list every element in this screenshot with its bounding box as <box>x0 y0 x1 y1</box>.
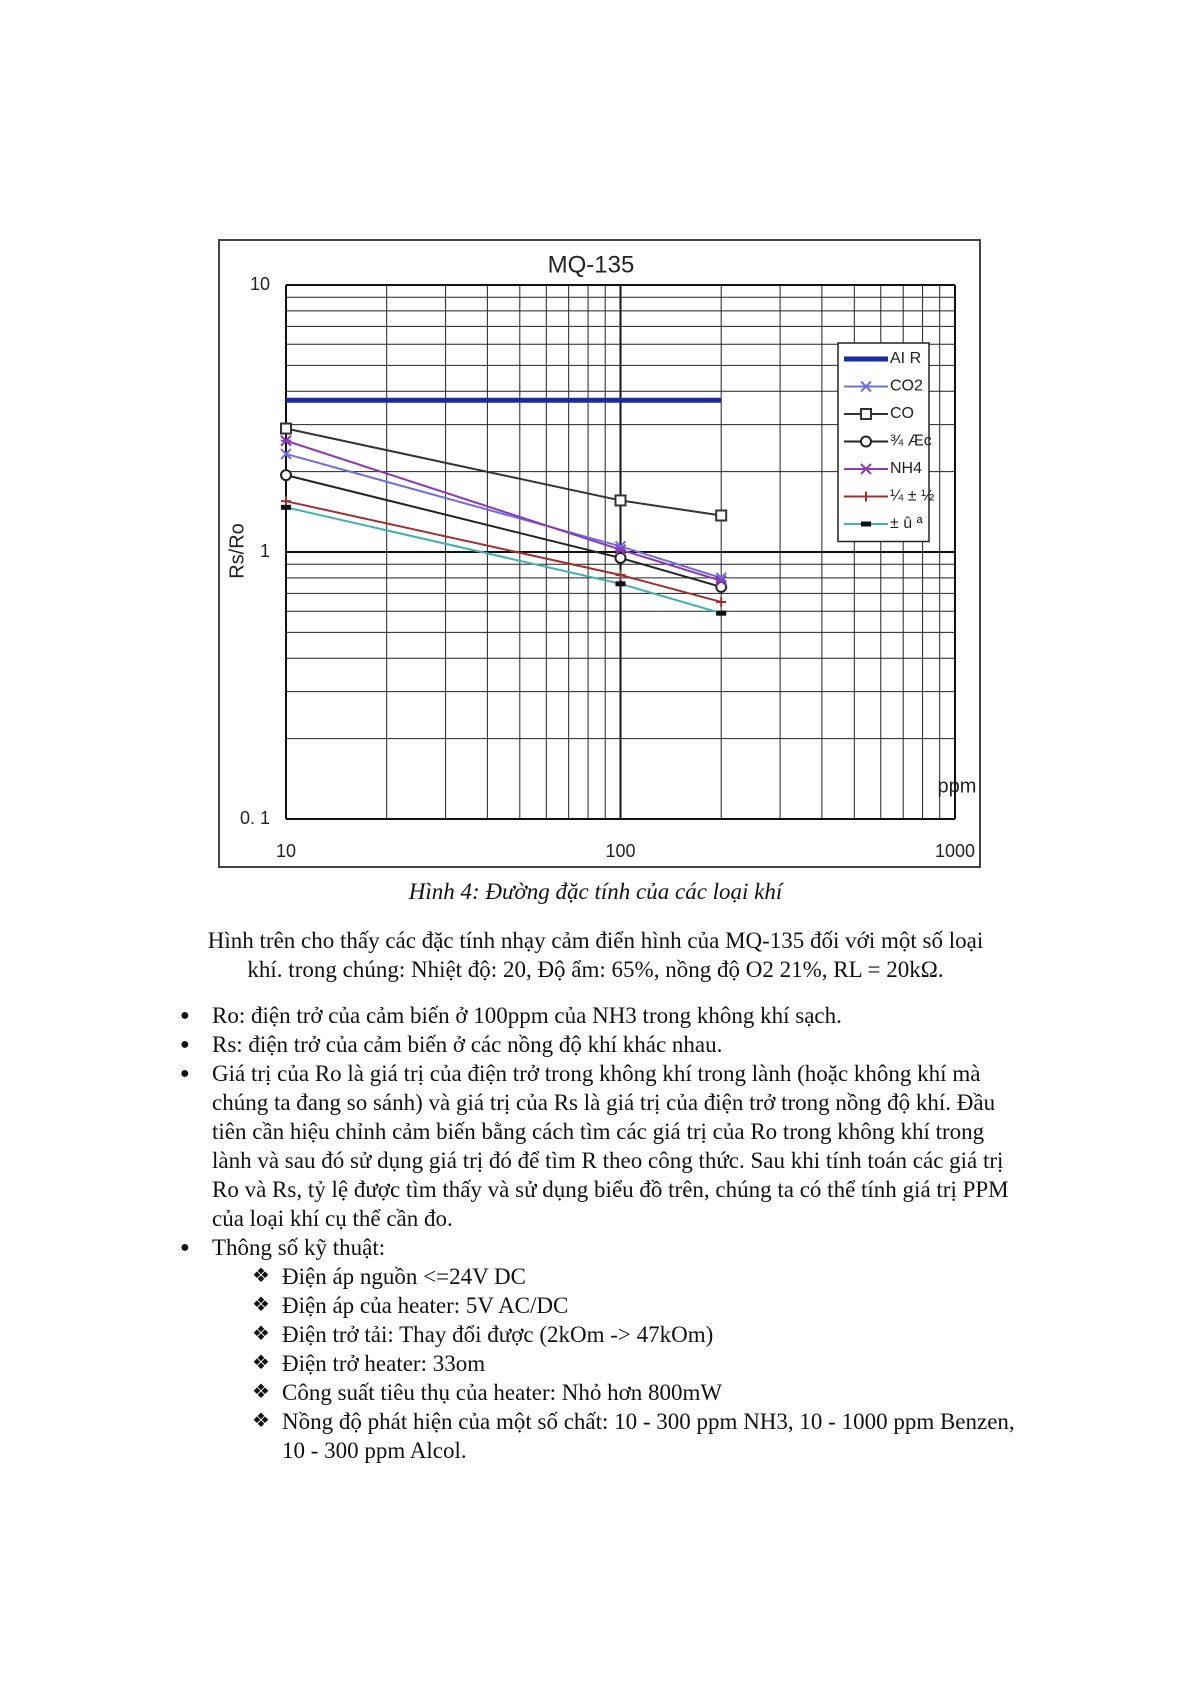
paragraph: Hình trên cho thấy các đặc tính nhạy cảm… <box>100 926 1091 984</box>
spec-list: Điện áp nguồn <=24V DCĐiện áp của heater… <box>180 1262 1025 1465</box>
chart-frame <box>218 239 981 868</box>
bullet: Giá trị của Ro là giá trị của điện trở t… <box>180 1059 1025 1233</box>
point <box>281 504 291 510</box>
legend-label: CO2 <box>890 378 923 395</box>
point <box>615 570 626 581</box>
bullet: Thông số kỹ thuật: <box>180 1233 1025 1262</box>
series-line <box>285 439 722 582</box>
point <box>715 575 727 587</box>
bullet: Rs: điện trở của cảm biến ở các nồng độ … <box>180 1030 1025 1059</box>
legend-label: NH4 <box>890 460 922 477</box>
legend-label: ¾ Æc <box>890 433 932 450</box>
legend-marker <box>860 408 872 420</box>
bullet: Ro: điện trở của cảm biến ở 100ppm của N… <box>180 1001 1025 1030</box>
y-tick-label: 0. 1 <box>240 808 270 828</box>
legend-label: ¼ ± ½ <box>890 488 934 505</box>
y-tick-label: 10 <box>250 274 270 294</box>
legend-label: CO <box>890 405 914 422</box>
point <box>280 422 292 435</box>
x-tick-label: 1000 <box>935 841 975 861</box>
series-line <box>285 474 722 588</box>
spec-item: Điện trở heater: 33om <box>180 1349 1025 1378</box>
spec-item: Điện trở tải: Thay đổi được (2kOm -> 47k… <box>180 1320 1025 1349</box>
x-axis-label: ppm <box>938 775 977 797</box>
bullet-list: Ro: điện trở của cảm biến ở 100ppm của N… <box>180 1001 1025 1465</box>
x-tick-label: 100 <box>605 841 635 861</box>
point <box>280 448 292 460</box>
paragraph-line: khí. trong chúng: Nhiệt độ: 20, Độ ẩm: 6… <box>247 957 944 982</box>
legend-marker <box>860 380 872 393</box>
spec-item: Công suất tiêu thụ của heater: Nhỏ hơn 8… <box>180 1378 1025 1407</box>
point <box>280 469 292 482</box>
point <box>715 509 728 522</box>
point <box>614 543 627 556</box>
spec-item: Nồng độ phát hiện của một số chất: 10 - … <box>180 1407 1025 1465</box>
legend-marker <box>861 521 871 527</box>
point <box>614 494 627 507</box>
x-tick-label: 10 <box>276 841 296 861</box>
point <box>281 496 291 507</box>
y-tick-label: 1 <box>260 541 270 561</box>
legend-label: AI R <box>890 350 921 367</box>
point <box>716 610 727 616</box>
chart-title: MQ-135 <box>548 251 635 278</box>
y-axis-label: Rs/Ro <box>226 523 248 579</box>
chart: MQ-135 Rs/Ro ppm 0. 1 1 10 10 100 1000 AI R CO2… <box>218 239 981 868</box>
legend-label: ± û ª <box>890 515 923 532</box>
point <box>615 581 626 587</box>
spec-item: Điện áp nguồn <=24V DC <box>180 1262 1025 1291</box>
point <box>614 551 627 564</box>
legend-marker <box>860 435 872 448</box>
spec-item: Điện áp của heater: 5V AC/DC <box>180 1291 1025 1320</box>
legend-marker <box>860 463 872 475</box>
caption: Hình 4: Đường đặc tính của các loại khí <box>408 879 783 904</box>
point <box>716 596 727 607</box>
legend-marker <box>861 491 871 502</box>
point <box>280 435 292 447</box>
paragraph-line: Hình trên cho thấy các đặc tính nhạy cảm… <box>207 928 984 953</box>
